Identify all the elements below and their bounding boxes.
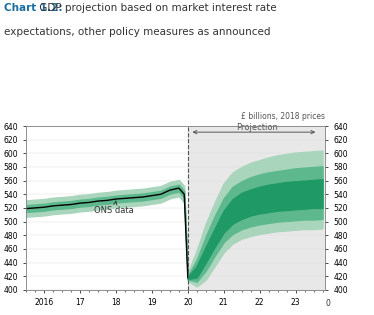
Text: ONS data: ONS data [94,201,134,215]
Text: expectations, other policy measures as announced: expectations, other policy measures as a… [4,27,270,37]
Text: Chart 1.2:: Chart 1.2: [4,3,62,13]
Text: Projection: Projection [236,123,278,132]
Bar [188,126,325,290]
Text: GDP projection based on market interest rate: GDP projection based on market interest … [36,3,276,13]
Text: 0: 0 [325,299,330,308]
Text: £ billions, 2018 prices: £ billions, 2018 prices [241,112,325,121]
